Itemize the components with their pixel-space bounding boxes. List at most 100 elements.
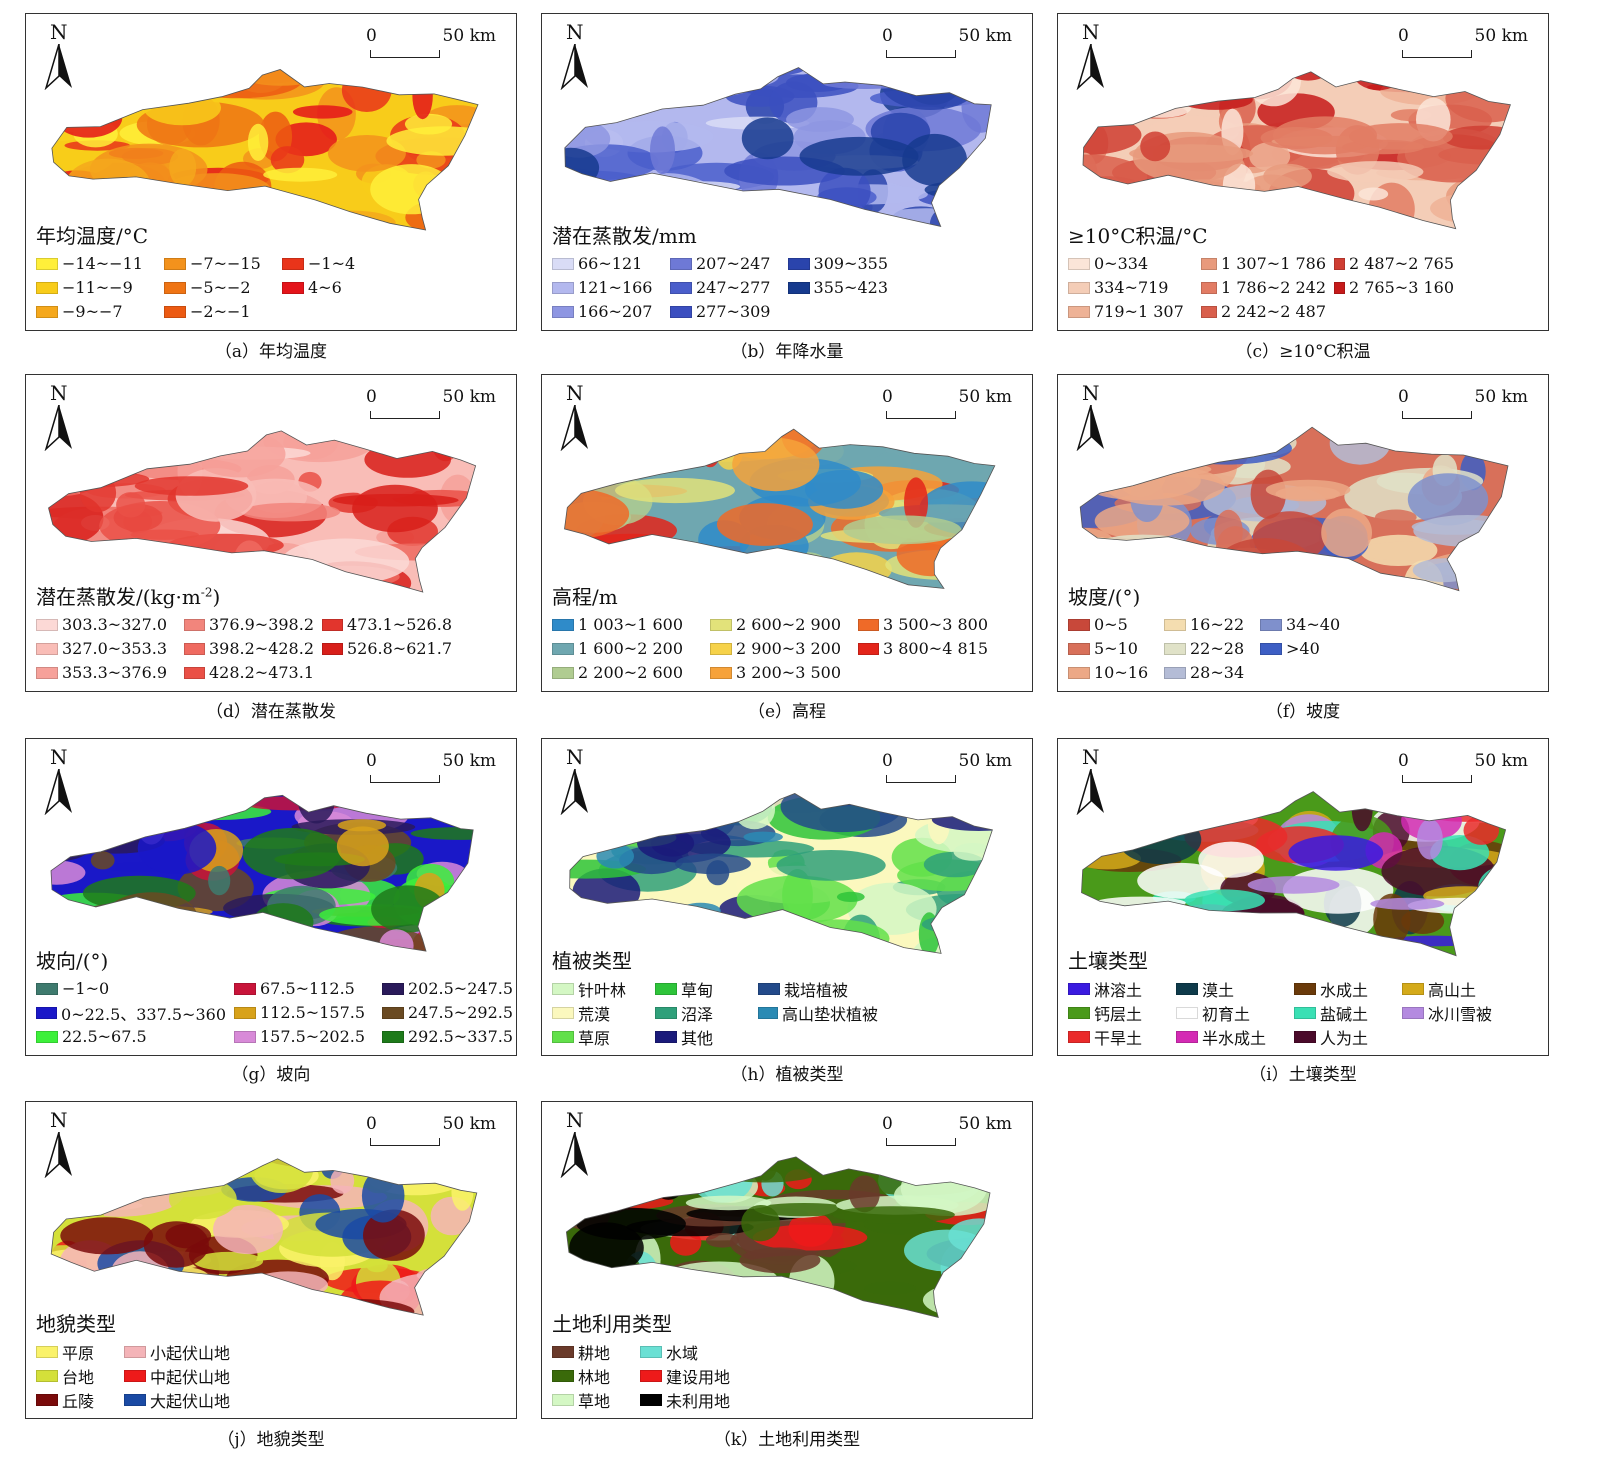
legend-swatch (788, 281, 810, 294)
legend-item: 钙层土 (1068, 1002, 1168, 1024)
scale-end: 50 km (958, 751, 1012, 771)
scale-line (886, 50, 956, 58)
legend-swatch (1068, 642, 1090, 655)
legend-swatch (552, 281, 574, 294)
legend-label: 327.0~353.3 (62, 639, 168, 658)
legend-item: 沼泽 (655, 1002, 750, 1024)
legend-label: −5~−2 (190, 278, 251, 297)
legend-item: >40 (1260, 638, 1360, 659)
legend-swatch (552, 618, 574, 631)
legend-title: 潜在蒸散发/(kg·m-2) (36, 585, 221, 609)
legend-item: −7~−15 (164, 253, 274, 274)
legend-item: 盐碱土 (1294, 1002, 1394, 1024)
legend-label: 2 600~2 900 (736, 615, 842, 634)
legend-label: 10~16 (1094, 663, 1149, 682)
map-panel-f: N 0 50 km 坡度/(°) 0~5 5~10 10~16 16~22 22~28 28~34… (1057, 374, 1549, 692)
legend-swatch (1164, 666, 1186, 679)
caption-d: （d）潜在蒸散发 (206, 702, 336, 722)
legend-title: 高程/m (552, 585, 618, 609)
legend-swatch (1260, 642, 1282, 655)
scale-bar: 0 50 km (882, 387, 1012, 423)
legend-swatch (36, 1345, 58, 1358)
scale-zero: 0 (882, 26, 893, 46)
legend-item: 草地 (552, 1389, 632, 1411)
legend-swatch (552, 1345, 574, 1358)
legend-item: 22~28 (1164, 638, 1252, 659)
north-arrow-icon: N (44, 383, 78, 453)
legend-label: 292.5~337.5 (408, 1027, 514, 1046)
legend-swatch (234, 1030, 256, 1043)
legend-swatch (1068, 666, 1090, 679)
scale-end: 50 km (442, 387, 496, 407)
legend-label: 栽培植被 (784, 980, 849, 1000)
legend-item: 针叶林 (552, 978, 647, 1000)
legend-label: 高山土 (1428, 980, 1477, 1000)
legend-item: 121~166 (552, 277, 662, 298)
legend-i: 土壤类型 淋溶土 钙层土 干旱土 漠土 初育土 半水成土 水成土 盐碱土 人为土 高山土 冰川雪被 (1068, 945, 1502, 1048)
legend-item: 2 487~2 765 (1334, 253, 1454, 274)
legend-swatch (382, 982, 404, 995)
map-panel-j: N 0 50 km 地貌类型 平原 台地 丘陵 小起伏山地 中起伏山地 大起伏山地 (25, 1101, 517, 1419)
map-panel-d: N 0 50 km 潜在蒸散发/(kg·m-2) 303.3~327.0 327.0~35… (25, 374, 517, 692)
legend-item: 3 800~4 815 (858, 638, 988, 659)
legend-label: >40 (1286, 639, 1320, 658)
legend-label: 1 003~1 600 (578, 615, 684, 634)
scale-end: 50 km (1474, 751, 1528, 771)
scale-line (886, 411, 956, 419)
legend-swatch (124, 1345, 146, 1358)
legend-label: 1 600~2 200 (578, 639, 684, 658)
legend-item: 28~34 (1164, 662, 1252, 683)
legend-label: 428.2~473.1 (208, 663, 314, 682)
legend-item: 334~719 (1068, 277, 1193, 298)
scale-zero: 0 (1398, 387, 1409, 407)
legend-label: −14~−11 (62, 254, 143, 273)
legend-title: 土壤类型 (1068, 949, 1148, 973)
legend-item: −9~−7 (36, 301, 156, 322)
legend-item: 292.5~337.5 (382, 1026, 516, 1047)
legend-swatch (1402, 1006, 1424, 1019)
legend-swatch (1334, 281, 1345, 294)
legend-swatch (36, 666, 58, 679)
legend-item: 66~121 (552, 253, 662, 274)
legend-label: 2 765~3 160 (1348, 278, 1454, 297)
legend-title: 年均温度/°C (36, 224, 149, 248)
legend-item: 428.2~473.1 (184, 662, 314, 683)
scale-bar: 0 50 km (882, 1114, 1012, 1150)
legend-swatch (1334, 257, 1345, 270)
legend-swatch (758, 1006, 778, 1019)
north-label: N (566, 20, 584, 44)
scale-end: 50 km (442, 751, 496, 771)
legend-label: 丘陵 (62, 1391, 95, 1411)
legend-label: 16~22 (1190, 615, 1245, 634)
legend-item: −1~0 (36, 978, 226, 999)
legend-label: 166~207 (578, 302, 653, 321)
legend-swatch (164, 257, 186, 270)
caption-e: （e）高程 (747, 702, 827, 722)
legend-item: 202.5~247.5 (382, 978, 516, 999)
scale-end: 50 km (958, 387, 1012, 407)
legend-item: 376.9~398.2 (184, 614, 314, 635)
legend-swatch (36, 1006, 58, 1019)
legend-label: 淋溶土 (1094, 980, 1143, 1000)
legend-item: 初育土 (1176, 1002, 1286, 1024)
legend-label: 针叶林 (578, 980, 627, 1000)
legend-item: 327.0~353.3 (36, 638, 176, 659)
legend-swatch (1068, 281, 1090, 294)
scale-bar: 0 50 km (366, 1114, 496, 1150)
legend-item: 未利用地 (640, 1389, 760, 1411)
legend-swatch (710, 642, 732, 655)
legend-label: 334~719 (1094, 278, 1169, 297)
legend-label: 207~247 (696, 254, 771, 273)
legend-swatch (36, 1369, 58, 1382)
north-label: N (50, 381, 68, 405)
legend-item: 3 200~3 500 (710, 662, 850, 683)
legend-label: 林地 (578, 1367, 611, 1387)
legend-label: 2 200~2 600 (578, 663, 684, 682)
map-panel-a: N 0 50 km 年均温度/°C −14~−11 −11~−9 −9~−7 −7~−15 −5… (25, 13, 517, 331)
legend-item: 22.5~67.5 (36, 1026, 226, 1047)
legend-label: 建设用地 (666, 1367, 731, 1387)
scale-zero: 0 (366, 751, 377, 771)
legend-swatch (36, 982, 58, 995)
north-arrow-icon: N (560, 22, 594, 92)
legend-title: 坡度/(°) (1068, 585, 1141, 609)
